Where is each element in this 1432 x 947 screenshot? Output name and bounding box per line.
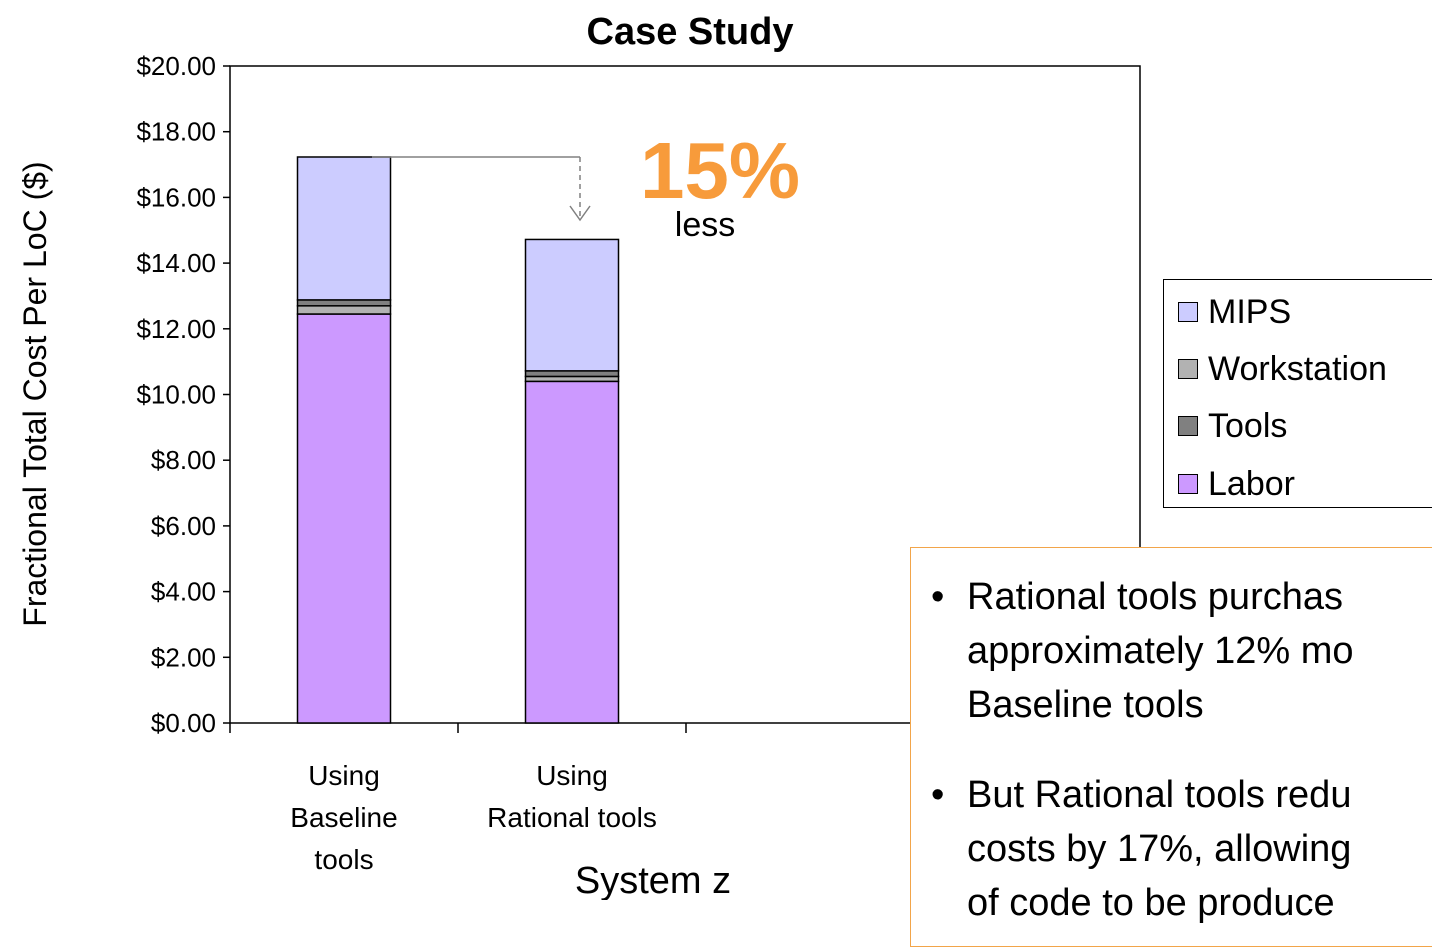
y-tick-label: $0.00 <box>151 708 216 738</box>
bar-segment-mips <box>524 238 620 372</box>
bar-stacks <box>296 156 620 724</box>
legend-item-mips: MIPS <box>1178 292 1291 332</box>
legend-item-workstation: Workstation <box>1178 349 1387 389</box>
y-tick-label: $18.00 <box>136 117 216 147</box>
legend-swatch-mips <box>1178 302 1198 322</box>
y-axis-title: Fractional Total Cost Per LoC ($) <box>17 161 53 626</box>
y-tick-label: $2.00 <box>151 642 216 672</box>
note-text-1: Rational tools purchas approximately 12%… <box>967 576 1354 726</box>
legend-label-mips: MIPS <box>1208 292 1292 331</box>
legend-swatch-workstation <box>1178 359 1198 379</box>
chart-legend: MIPS Workstation Tools Labor <box>1163 279 1432 508</box>
note-bullet-2: • <box>931 774 945 816</box>
y-tick-label: $6.00 <box>151 511 216 541</box>
note-item-2: • But Rational tools redu costs by 17%, … <box>931 768 1432 930</box>
y-tick-label: $10.00 <box>136 380 216 410</box>
bar-segment-labor <box>296 313 392 724</box>
y-axis: $0.00 $2.00 $4.00 $6.00 $8.00 $10.00 $12.00 $14… <box>136 51 230 738</box>
reduction-percent: 15% <box>640 126 800 215</box>
note-text-2: But Rational tools redu costs by 17%, al… <box>967 774 1352 924</box>
x-category-label: Using Baseline tools <box>290 760 397 875</box>
legend-item-labor: Labor <box>1178 464 1295 504</box>
notes-callout-box: • Rational tools purchas approximately 1… <box>910 547 1432 947</box>
legend-label-labor: Labor <box>1208 464 1295 503</box>
legend-swatch-tools <box>1178 416 1198 436</box>
bar-segment-mips <box>296 156 392 301</box>
legend-label-workstation: Workstation <box>1208 349 1387 388</box>
bar-segment-workstation <box>296 305 392 315</box>
y-tick-label: $14.00 <box>136 248 216 278</box>
case-study-chart: Case Study $0.00 $2.00 $4.00 $6.00 $8.00 $10.… <box>17 11 1141 900</box>
y-tick-label: $4.00 <box>151 577 216 607</box>
legend-item-tools: Tools <box>1178 406 1287 446</box>
x-axis <box>229 723 915 733</box>
bar-segment-tools <box>524 370 620 378</box>
reduction-label: less <box>675 206 735 244</box>
y-tick-label: $12.00 <box>136 314 216 344</box>
note-item-1: • Rational tools purchas approximately 1… <box>931 570 1432 732</box>
legend-swatch-labor <box>1178 474 1198 494</box>
x-axis-title: System z <box>575 860 731 900</box>
bar-segment-tools <box>296 299 392 307</box>
note-bullet-1: • <box>931 576 945 618</box>
chart-title: Case Study <box>587 11 794 53</box>
reduction-arrow <box>372 156 591 222</box>
category-labels: Using Baseline tools Using Rational tools <box>290 760 657 875</box>
x-category-label: Using Rational tools <box>487 760 657 833</box>
y-tick-label: $16.00 <box>136 182 216 212</box>
y-tick-label: $8.00 <box>151 445 216 475</box>
bar-segment-labor <box>524 380 620 724</box>
y-tick-label: $20.00 <box>136 51 216 81</box>
legend-label-tools: Tools <box>1208 406 1288 445</box>
